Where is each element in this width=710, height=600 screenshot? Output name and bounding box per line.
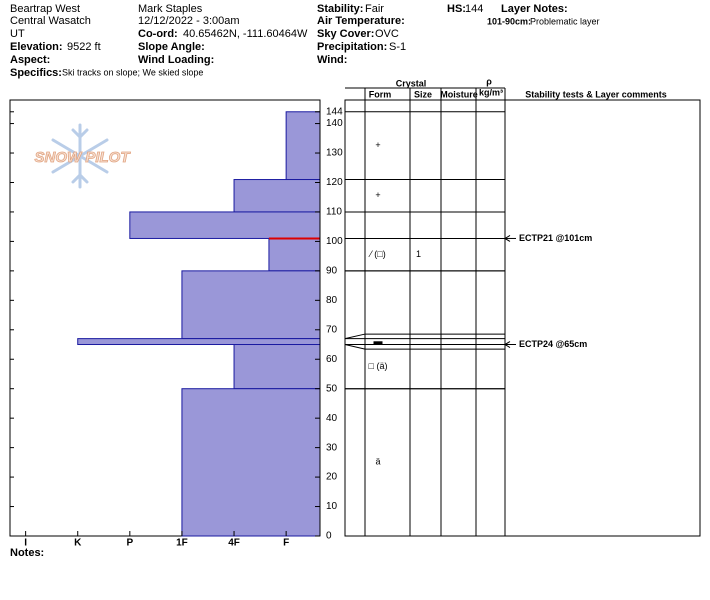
- label: Co-ord:: [138, 28, 178, 40]
- y-tick-label: 60: [326, 354, 338, 365]
- hardness-bar: [268, 237, 321, 272]
- y-tick-label: 0: [326, 531, 332, 542]
- grain-form: □ (ä): [369, 361, 388, 371]
- y-tick-label: 140: [326, 118, 343, 129]
- label: Precipitation:: [317, 41, 387, 53]
- x-tick-label: P: [126, 538, 133, 549]
- grain-form: ⁄ (□): [368, 249, 385, 259]
- value: Problematic layer: [530, 16, 600, 26]
- label: 101-90cm:: [487, 16, 531, 26]
- grain-form: +: [375, 190, 380, 200]
- test-label: ECTP24 @65cm: [519, 339, 587, 349]
- layer-boundary: [344, 333, 505, 340]
- observer: Mark Staples: [138, 3, 203, 15]
- label: Air Temperature:: [317, 15, 405, 27]
- state: UT: [10, 28, 25, 40]
- table-frame: [344, 99, 701, 537]
- column-header: ρ: [486, 76, 492, 86]
- label: Layer Notes:: [501, 3, 568, 15]
- x-tick-label: I: [24, 538, 27, 549]
- hardness-bar: [129, 211, 321, 239]
- header: Beartrap West Central Wasatch UT Elevati…: [10, 3, 600, 79]
- x-tick-label: K: [74, 538, 82, 549]
- notes-label: Notes:: [10, 547, 44, 559]
- label: HS:: [447, 3, 466, 15]
- column-header: Form: [369, 89, 392, 99]
- range: Central Wasatch: [10, 15, 91, 27]
- datetime: 12/12/2022 - 3:00am: [138, 15, 240, 27]
- x-tick-label: 4F: [228, 538, 240, 549]
- grain-form: +: [375, 140, 380, 150]
- hardness-bar: [233, 344, 321, 390]
- hardness-bar: [285, 111, 321, 181]
- column-header: Stability tests & Layer comments: [525, 89, 667, 99]
- logo-text: SNOW PILOT: [35, 149, 132, 166]
- y-tick-label: 10: [326, 501, 338, 512]
- label: Elevation:: [10, 41, 63, 53]
- value: 9522 ft: [67, 41, 101, 53]
- y-tick-label: 50: [326, 383, 338, 394]
- column-header: Crystal: [396, 78, 427, 88]
- arrow-head: [504, 235, 511, 242]
- value: OVC: [375, 28, 399, 40]
- grain-form: ▬: [374, 336, 383, 346]
- y-tick-label: 80: [326, 295, 338, 306]
- test-label: ECTP21 @101cm: [519, 233, 592, 243]
- hardness-bar: [181, 270, 321, 340]
- logo: [51, 123, 109, 189]
- location: Beartrap West: [10, 3, 80, 15]
- label: Wind Loading:: [138, 54, 214, 66]
- hardness-bar: [181, 388, 321, 537]
- column-header: Moisture: [440, 89, 478, 99]
- y-tick-label: 30: [326, 442, 338, 453]
- x-tick-label: F: [283, 538, 289, 549]
- y-tick-label: 90: [326, 266, 338, 277]
- layer-boundary: [344, 344, 505, 350]
- label: Specifics:: [10, 67, 62, 79]
- label: Sky Cover:: [317, 28, 374, 40]
- y-tick-label: 130: [326, 148, 343, 159]
- hardness-bar: [233, 179, 321, 213]
- label: Slope Angle:: [138, 41, 205, 53]
- column-header: kg/m³: [479, 87, 503, 97]
- hardness-bar: [77, 338, 321, 346]
- value: 40.65462N, -111.60464W: [183, 28, 308, 40]
- y-tick-label: 40: [326, 413, 338, 424]
- value: S-1: [389, 41, 406, 53]
- y-tick-label: 120: [326, 177, 343, 188]
- y-tick-label: 70: [326, 324, 338, 335]
- label: Stability:: [317, 3, 363, 15]
- arrow-head: [504, 341, 511, 348]
- value: Ski tracks on slope; We skied slope: [62, 67, 203, 77]
- y-tick-label: 20: [326, 472, 338, 483]
- value: Fair: [365, 3, 384, 15]
- label: Aspect:: [10, 54, 50, 66]
- grain-form: ä: [375, 457, 380, 467]
- y-tick-label: 144: [326, 106, 343, 117]
- y-tick-label: 110: [326, 207, 342, 218]
- x-tick-label: 1F: [176, 538, 188, 549]
- label: Wind:: [317, 54, 347, 66]
- y-tick-label: 100: [326, 236, 343, 247]
- value: 144: [465, 3, 483, 15]
- grain-size: 1: [416, 249, 421, 259]
- column-header: Size: [414, 89, 432, 99]
